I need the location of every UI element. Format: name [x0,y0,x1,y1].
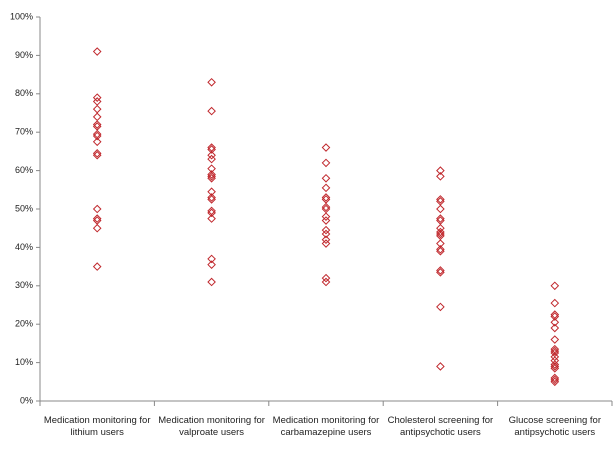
data-point [92,47,102,56]
data-point [550,298,560,308]
data-point [550,317,560,327]
x-tick-label: Medication monitoring for lithium users [43,415,151,438]
data-point [207,208,216,218]
data-point [436,268,445,277]
data-point [92,104,102,114]
data-point [92,149,102,158]
data-point [436,172,445,181]
data-point [207,154,216,164]
x-tick-label: Glucose screening for antipsychotic user… [508,415,601,438]
data-point [207,170,216,179]
data-point [436,302,445,312]
data-point [207,277,216,287]
y-tick-label: 100% [10,11,33,21]
y-tick-label: 90% [15,50,33,60]
data-point [207,195,216,204]
y-tick-label: 20% [15,319,33,329]
data-point [321,277,331,287]
data-point [321,173,331,183]
data-point [550,362,560,371]
data-point [321,225,331,235]
data-point [321,202,331,212]
data-point [207,254,216,264]
data-point [436,214,445,223]
y-tick-label: 30% [15,280,33,290]
data-point [436,227,445,237]
data-point [436,362,445,371]
x-tick-label: Medication monitoring for carbamazepine … [272,415,380,438]
data-point [207,214,216,223]
data-point [436,166,445,175]
data-point [436,229,445,239]
x-tick-label: Cholesterol screening for antipsychotic … [387,415,494,438]
data-point [207,172,216,181]
data-point [207,173,216,183]
y-tick-label: 70% [15,127,33,137]
data-point [321,229,331,239]
y-tick-label: 60% [15,165,33,175]
data-point [92,150,102,160]
data-point [92,223,102,233]
data-point [207,106,216,116]
data-point [550,377,560,387]
data-point [92,112,102,122]
data-point [436,245,445,254]
data-point [436,246,445,256]
data-point [92,204,102,214]
data-point [92,120,102,129]
data-point [550,335,560,344]
data-point [550,312,560,321]
data-point [207,145,216,154]
x-tick-label: Medication monitoring for valproate user… [158,415,265,438]
data-point [550,323,560,333]
data-point [321,216,331,225]
data-point [321,158,331,168]
data-point [321,143,331,152]
data-point [550,281,560,291]
data-point [321,193,331,202]
data-point [92,137,102,147]
data-point [550,346,560,356]
data-point [207,193,216,202]
data-point [92,262,102,271]
y-tick-label: 40% [15,242,33,252]
data-point [436,266,445,275]
y-tick-label: 80% [15,88,33,98]
data-point [92,214,102,223]
data-point [207,150,216,160]
data-point [436,204,445,214]
data-point [550,360,560,369]
data-point [321,239,331,248]
data-point [207,77,216,87]
data-point [550,364,560,373]
data-point [436,195,445,204]
data-point [321,183,331,193]
data-point [207,260,216,269]
y-tick-label: 10% [15,357,33,367]
y-tick-label: 0% [20,395,33,405]
data-point [92,93,102,102]
data-point [550,375,560,385]
data-point [321,212,331,221]
data-point [92,131,102,141]
data-point [321,235,331,245]
data-point [550,373,560,383]
y-tick-label: 50% [15,203,33,213]
data-point [321,273,331,283]
